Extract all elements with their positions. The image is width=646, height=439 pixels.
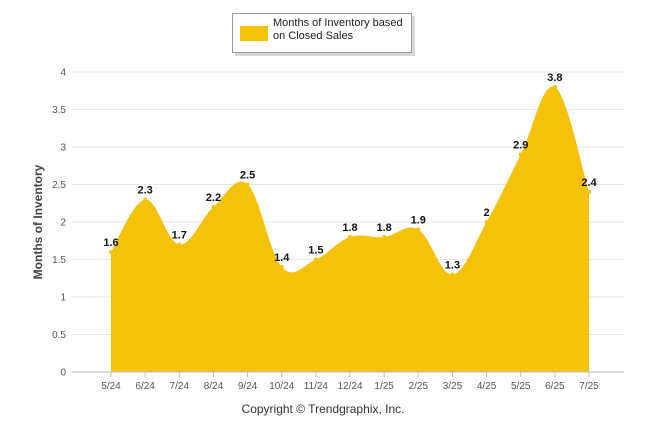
y-tick-label: 1.5 — [52, 255, 66, 266]
x-tick-label: 6/24 — [135, 381, 155, 392]
y-tick-label: 4 — [60, 68, 66, 79]
data-label: 1.7 — [172, 230, 187, 242]
x-tick-label: 3/25 — [443, 381, 463, 392]
data-point-4-25 — [484, 220, 489, 224]
data-label: 1.8 — [342, 222, 357, 234]
x-tick-label: 5/24 — [101, 381, 121, 392]
data-point-1-25 — [382, 235, 387, 239]
legend-swatch — [240, 26, 268, 41]
data-point-8-24 — [211, 205, 216, 209]
x-tick-label: 12/24 — [337, 381, 362, 392]
data-labels: 1.6 2.3 1.7 2.2 2.5 1.4 1.5 1.8 1.8 1.9 1.3 2 2.9 3.8… — [103, 72, 597, 272]
data-point-5-24 — [109, 250, 113, 254]
x-tick-label: 7/25 — [579, 381, 599, 392]
y-tick-label: 3 — [60, 143, 66, 154]
data-label: 2.3 — [137, 185, 152, 197]
x-tick-label: 2/25 — [409, 381, 429, 392]
x-tick-label: 11/24 — [304, 381, 329, 392]
y-tick-label: 0 — [60, 368, 66, 379]
y-axis-title: Months of Inventory — [31, 164, 45, 279]
x-tick-label: 9/24 — [238, 381, 258, 392]
legend-label: Months of Inventory based on Closed Sale… — [273, 17, 403, 42]
data-label: 2.9 — [513, 140, 528, 152]
data-point-6-24 — [143, 197, 148, 202]
y-tick-label: 2 — [60, 218, 66, 229]
data-point-5-25 — [518, 152, 523, 157]
data-label: 1.3 — [445, 260, 460, 272]
area-series — [109, 85, 591, 372]
data-point-10-24 — [279, 265, 284, 269]
data-point-6-25 — [552, 85, 557, 89]
data-point-11-24 — [313, 257, 318, 262]
x-tick-label: 10/24 — [269, 381, 294, 392]
data-label: 1.8 — [376, 222, 391, 234]
y-tick-label: 2.5 — [52, 180, 66, 191]
data-point-7-25 — [587, 190, 591, 194]
data-label: 2.2 — [206, 192, 221, 204]
y-tick-label: 3.5 — [52, 105, 66, 116]
axes: 0 0.5 1 1.5 2 2.5 3 3.5 4 5/24 6/24 7/24 8/24 9/24 10/… — [52, 68, 624, 392]
data-label: 1.9 — [411, 215, 426, 227]
x-tick-label: 7/24 — [170, 381, 190, 392]
data-label: 1.5 — [308, 245, 323, 257]
x-tick-label: 4/25 — [477, 381, 497, 392]
data-point-9-24 — [245, 182, 250, 187]
legend: Months of Inventory based on Closed Sale… — [232, 13, 412, 53]
data-label: 2.4 — [581, 177, 597, 189]
x-tick-label: 8/24 — [204, 381, 224, 392]
data-label: 2.5 — [240, 170, 255, 182]
data-point-3-25 — [450, 272, 455, 277]
area-fill — [111, 86, 589, 372]
x-tick-label: 5/25 — [511, 381, 531, 392]
y-tick-label: 1 — [60, 293, 66, 304]
copyright-text: Copyright © Trendgraphix, Inc. — [241, 402, 405, 416]
data-label: 1.4 — [274, 252, 290, 264]
data-point-12-24 — [348, 235, 352, 239]
x-tick-label: 1/25 — [374, 381, 394, 392]
y-tick-label: 0.5 — [52, 330, 66, 341]
data-point-2-25 — [416, 227, 421, 232]
data-label: 3.8 — [547, 72, 562, 84]
x-tick-label: 6/25 — [545, 381, 565, 392]
data-point-7-24 — [177, 242, 182, 247]
data-label: 1.6 — [103, 237, 118, 249]
data-label: 2 — [484, 207, 490, 219]
